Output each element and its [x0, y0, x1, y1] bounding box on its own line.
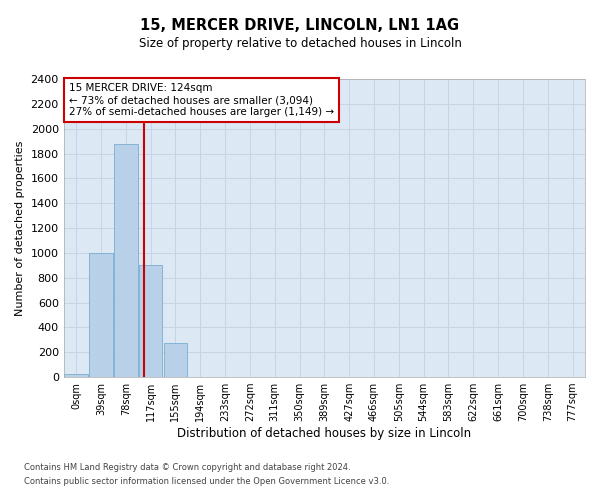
Bar — [89, 253, 113, 377]
Y-axis label: Number of detached properties: Number of detached properties — [15, 140, 25, 316]
Bar — [164, 343, 187, 377]
Bar — [139, 266, 163, 377]
Text: Contains HM Land Registry data © Crown copyright and database right 2024.: Contains HM Land Registry data © Crown c… — [24, 464, 350, 472]
Text: Size of property relative to detached houses in Lincoln: Size of property relative to detached ho… — [139, 38, 461, 51]
Text: 15, MERCER DRIVE, LINCOLN, LN1 1AG: 15, MERCER DRIVE, LINCOLN, LN1 1AG — [140, 18, 460, 32]
Bar — [114, 144, 137, 377]
Bar — [64, 374, 88, 377]
Text: Contains public sector information licensed under the Open Government Licence v3: Contains public sector information licen… — [24, 477, 389, 486]
Text: 15 MERCER DRIVE: 124sqm
← 73% of detached houses are smaller (3,094)
27% of semi: 15 MERCER DRIVE: 124sqm ← 73% of detache… — [69, 84, 334, 116]
X-axis label: Distribution of detached houses by size in Lincoln: Distribution of detached houses by size … — [177, 427, 472, 440]
